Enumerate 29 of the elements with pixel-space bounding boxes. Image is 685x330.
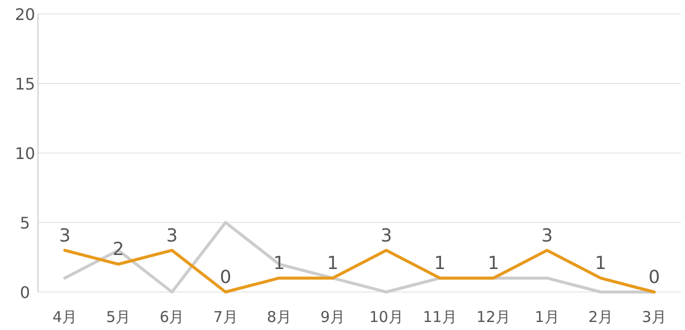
data-label: 3 [380,225,392,246]
x-tick-label: 4月 [52,308,78,326]
x-tick-label: 5月 [106,308,131,326]
x-tick-label: 1月 [534,308,560,326]
y-tick-label: 15 [14,74,36,94]
x-tick-label: 10月 [369,308,404,326]
y-tick-label: 0 [20,283,30,302]
y-tick-label: 5 [20,214,30,232]
data-label: 1 [594,253,606,274]
x-tick-label: 7月 [213,308,238,326]
data-label: 3 [59,225,71,246]
x-tick-label: 8月 [266,308,292,326]
x-tick-label: 9月 [320,308,345,326]
data-label: 1 [273,253,285,274]
y-tick-label: 20 [14,5,36,24]
x-tick-label: 6月 [160,308,184,326]
x-tick-label: 3月 [642,308,666,326]
data-label: 1 [434,253,446,274]
x-tick-label: 2月 [588,308,613,326]
data-label: 3 [541,225,553,246]
data-label: 1 [488,253,500,274]
x-tick-label: 11月 [422,308,457,326]
data-label: 2 [112,239,124,260]
data-label: 1 [326,253,338,274]
data-label: 0 [220,267,232,288]
data-label: 3 [166,225,178,246]
data-label: 0 [648,267,660,288]
x-tick-label: 12月 [476,308,511,326]
y-tick-label: 10 [14,144,36,163]
